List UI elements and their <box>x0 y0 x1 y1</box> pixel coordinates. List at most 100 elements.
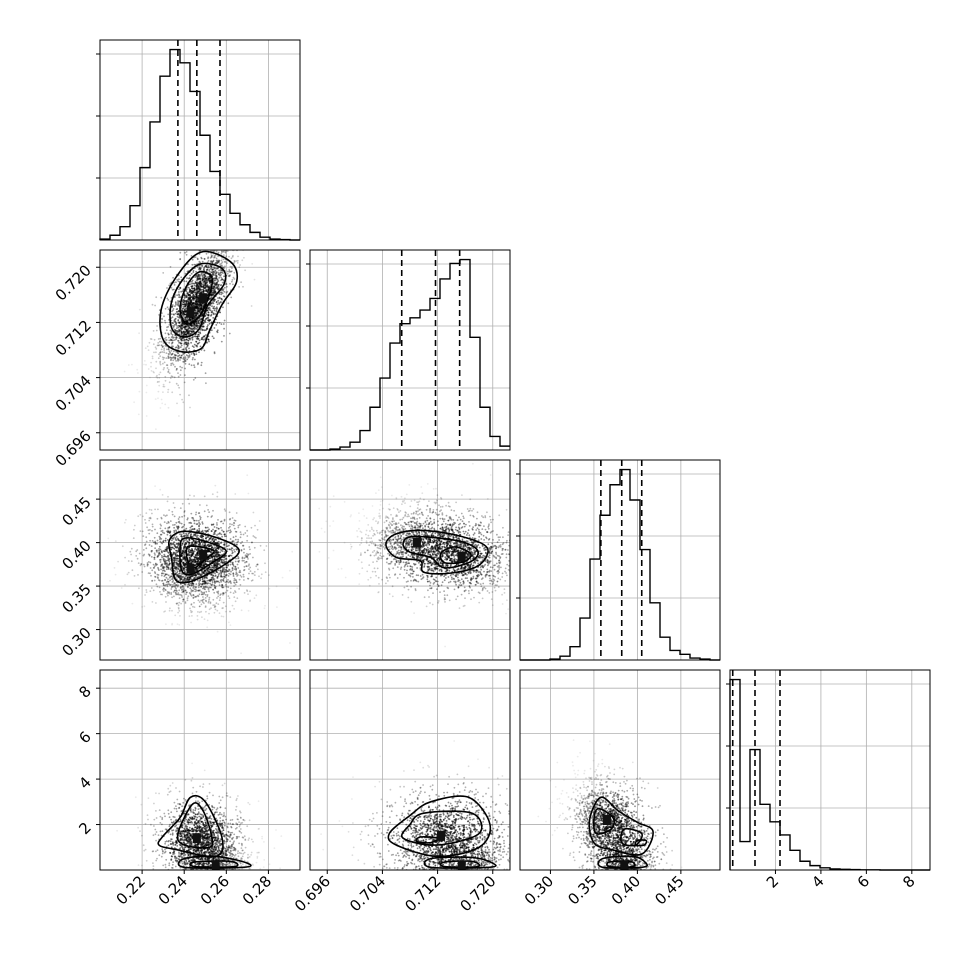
sample-point <box>239 231 241 233</box>
sample-point <box>203 266 206 269</box>
sample-point <box>198 611 201 614</box>
sample-point <box>223 260 226 263</box>
sample-point <box>218 612 221 614</box>
sample-point <box>210 291 213 294</box>
sample-point <box>221 250 223 253</box>
sample-point <box>223 561 226 564</box>
sample-point <box>206 577 209 580</box>
sample-point <box>233 608 236 610</box>
sample-point <box>172 325 174 327</box>
sample-point <box>213 280 216 282</box>
sample-point <box>214 287 217 289</box>
sample-point <box>178 386 181 389</box>
sample-point <box>185 575 187 578</box>
sample-point <box>199 278 202 280</box>
sample-point <box>256 563 259 566</box>
sample-point <box>214 313 217 315</box>
sample-point <box>161 551 164 554</box>
sample-point <box>159 488 162 491</box>
sample-point <box>234 590 236 592</box>
sample-point <box>167 554 170 557</box>
sample-point <box>208 237 210 239</box>
sample-point <box>196 301 199 303</box>
sample-point <box>249 600 251 603</box>
sample-point <box>190 341 193 344</box>
sample-point <box>201 593 203 596</box>
sample-point <box>208 266 210 269</box>
sample-point <box>184 305 187 308</box>
sample-point <box>160 340 163 343</box>
sample-point <box>224 214 226 216</box>
sample-point <box>199 582 202 585</box>
sample-point <box>164 573 167 576</box>
sample-point <box>159 362 162 364</box>
sample-point <box>192 590 195 592</box>
sample-point <box>215 529 218 532</box>
sample-point <box>247 492 250 495</box>
sample-point <box>181 301 184 303</box>
sample-point <box>216 245 218 247</box>
sample-point <box>141 571 144 573</box>
sample-point <box>166 547 169 550</box>
sample-point <box>206 342 208 344</box>
sample-point <box>192 597 195 599</box>
sample-point <box>195 583 198 585</box>
sample-point <box>163 550 166 552</box>
sample-point <box>230 548 233 551</box>
sample-point <box>177 375 180 378</box>
sample-point <box>205 576 208 579</box>
sample-point <box>235 581 238 584</box>
sample-point <box>210 583 213 586</box>
sample-point <box>174 365 176 368</box>
sample-point <box>200 610 203 613</box>
sample-point <box>206 530 209 532</box>
sample-point <box>178 415 180 417</box>
sample-point <box>180 310 183 312</box>
sample-point <box>198 575 201 578</box>
sample-point <box>198 267 201 270</box>
sample-point <box>197 311 199 313</box>
sample-point <box>177 347 179 349</box>
sample-point <box>175 360 178 362</box>
sample-point <box>213 526 216 528</box>
sample-point <box>169 568 172 571</box>
sample-point <box>195 513 197 516</box>
sample-point <box>197 589 200 592</box>
sample-point <box>193 533 196 536</box>
sample-point <box>192 325 194 328</box>
sample-point <box>213 277 216 280</box>
sample-point <box>158 551 161 554</box>
sample-point <box>232 254 234 257</box>
sample-point <box>215 310 218 313</box>
sample-point <box>162 567 164 570</box>
sample-point <box>179 507 182 509</box>
sample-point <box>145 547 148 550</box>
sample-point <box>225 566 228 569</box>
sample-point <box>178 315 181 318</box>
sample-point <box>195 295 198 297</box>
sample-point <box>221 247 223 249</box>
sample-point <box>174 329 177 332</box>
sample-point <box>189 294 192 297</box>
sample-point <box>161 550 163 552</box>
sample-point <box>198 267 201 269</box>
sample-point <box>168 526 171 528</box>
sample-point <box>232 563 235 566</box>
sample-point <box>233 527 236 530</box>
sample-point <box>162 587 165 590</box>
sample-point <box>168 333 170 336</box>
sample-point <box>195 303 198 306</box>
sample-point <box>174 317 177 320</box>
sample-point <box>181 596 184 598</box>
sample-point <box>172 591 175 593</box>
sample-point <box>191 551 193 554</box>
sample-point <box>182 330 185 333</box>
sample-point <box>169 339 172 342</box>
sample-point <box>169 520 172 522</box>
sample-point <box>222 570 225 572</box>
sample-point <box>222 289 225 292</box>
sample-point <box>166 514 168 517</box>
sample-point <box>176 590 178 592</box>
sample-point <box>205 265 208 268</box>
sample-point <box>222 592 225 594</box>
